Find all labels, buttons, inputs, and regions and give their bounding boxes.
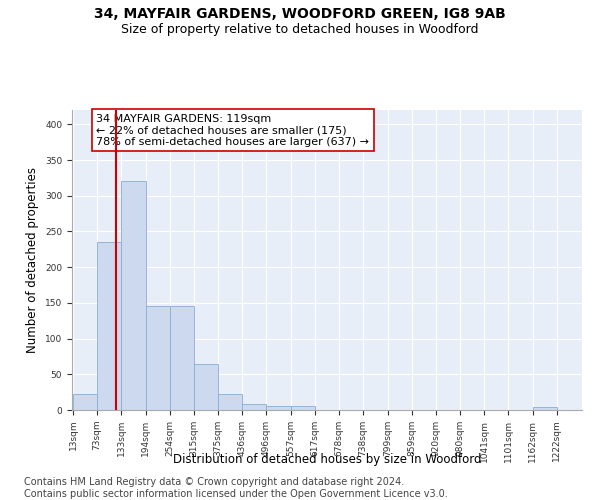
Bar (194, 364, 218, 410)
Y-axis label: Number of detached properties: Number of detached properties (26, 167, 40, 353)
Bar (266, 406, 291, 410)
Bar (218, 394, 242, 410)
Bar (97, 242, 121, 410)
Bar (291, 406, 315, 410)
Bar (73, 394, 97, 410)
Text: Contains HM Land Registry data © Crown copyright and database right 2024.
Contai: Contains HM Land Registry data © Crown c… (24, 478, 448, 499)
Text: 34 MAYFAIR GARDENS: 119sqm
← 22% of detached houses are smaller (175)
78% of sem: 34 MAYFAIR GARDENS: 119sqm ← 22% of deta… (97, 114, 370, 147)
Bar (121, 182, 146, 410)
Bar (242, 404, 266, 410)
Text: Size of property relative to detached houses in Woodford: Size of property relative to detached ho… (121, 22, 479, 36)
Bar (170, 306, 194, 410)
Text: Distribution of detached houses by size in Woodford: Distribution of detached houses by size … (173, 452, 481, 466)
Bar (533, 407, 557, 410)
Bar (146, 306, 170, 410)
Text: 34, MAYFAIR GARDENS, WOODFORD GREEN, IG8 9AB: 34, MAYFAIR GARDENS, WOODFORD GREEN, IG8… (94, 8, 506, 22)
